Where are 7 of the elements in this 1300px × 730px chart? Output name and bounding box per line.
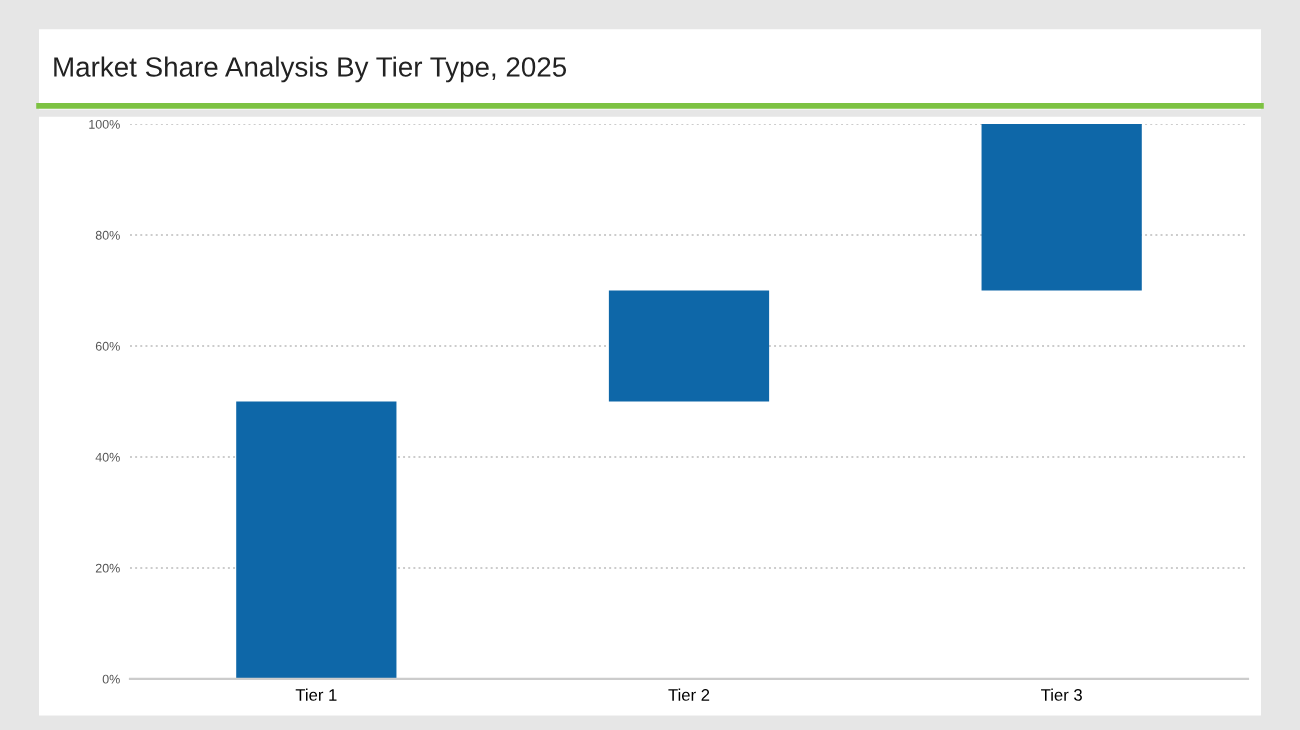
x-tick-label: Tier 1 xyxy=(295,688,337,701)
bar xyxy=(236,401,397,679)
x-tick-label: Tier 3 xyxy=(1041,688,1082,701)
bar xyxy=(608,290,770,402)
x-tick-label: Tier 2 xyxy=(668,688,710,701)
bar xyxy=(981,124,1142,291)
chart-title: Market Share Analysis By Tier Type, 2025 xyxy=(54,56,567,83)
